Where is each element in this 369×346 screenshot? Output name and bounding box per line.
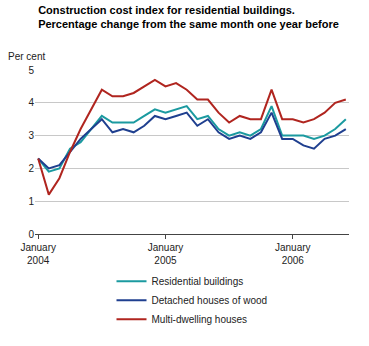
- svg-text:2: 2: [28, 163, 34, 174]
- svg-text:3: 3: [28, 130, 34, 141]
- svg-text:1: 1: [28, 196, 34, 207]
- svg-text:January2006: January2006: [275, 242, 311, 266]
- svg-text:Construction cost index for re: Construction cost index for residential …: [38, 4, 339, 30]
- svg-text:5: 5: [28, 65, 34, 76]
- svg-text:January2005: January2005: [148, 242, 184, 266]
- svg-text:January2004: January2004: [20, 242, 56, 266]
- svg-text:Residential buildings: Residential buildings: [152, 276, 244, 287]
- svg-text:Detached houses of wood: Detached houses of wood: [152, 295, 268, 306]
- svg-text:4: 4: [28, 97, 34, 108]
- svg-text:Multi-dwelling houses: Multi-dwelling houses: [152, 314, 248, 325]
- svg-text:0: 0: [28, 229, 34, 240]
- svg-text:Per cent: Per cent: [8, 51, 45, 62]
